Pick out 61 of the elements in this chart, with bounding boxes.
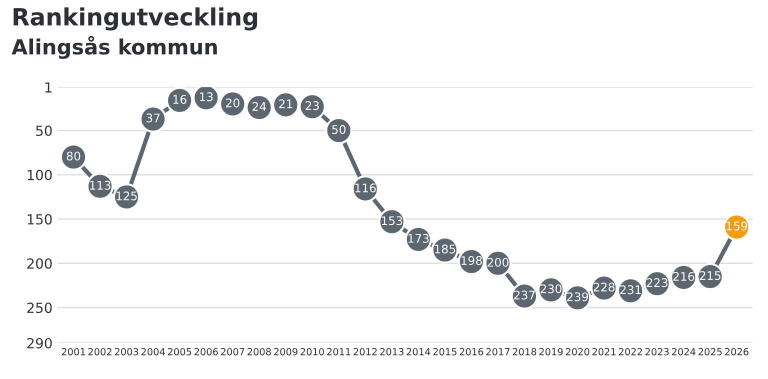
data-label: 215 <box>700 271 720 280</box>
data-label: 198 <box>461 256 482 265</box>
data-label: 116 <box>355 183 376 192</box>
data-label: 23 <box>306 101 319 110</box>
data-label: 239 <box>567 292 588 302</box>
x-tick-label: 2005 <box>168 348 192 356</box>
data-label: 185 <box>434 244 456 254</box>
y-tick-label: 250 <box>27 302 52 314</box>
x-tick-label: 2020 <box>566 348 590 356</box>
x-tick-label: 2009 <box>274 348 298 356</box>
data-label: 230 <box>540 284 562 294</box>
data-label: 153 <box>382 216 402 226</box>
y-tick-label: 200 <box>27 258 52 269</box>
data-label: 20 <box>226 98 240 108</box>
y-tick-label: 50 <box>36 126 52 136</box>
data-label: 16 <box>173 94 186 104</box>
data-label: 24 <box>252 102 266 111</box>
data-label: 125 <box>116 191 137 200</box>
x-tick-label: 2012 <box>354 348 377 356</box>
x-tick-label: 2014 <box>406 348 430 356</box>
y-tick-label: 1 <box>45 82 52 92</box>
x-tick-label: 2018 <box>512 348 536 356</box>
x-tick-label: 2007 <box>221 348 244 356</box>
x-tick-label: 2002 <box>88 348 112 356</box>
x-tick-label: 2025 <box>698 348 722 356</box>
x-tick-label: 2023 <box>645 348 669 356</box>
x-tick-label: 2011 <box>327 348 350 356</box>
x-tick-label: 2003 <box>114 348 138 356</box>
y-tick-label: 290 <box>27 338 52 348</box>
x-tick-label: 2016 <box>460 348 484 356</box>
x-tick-label: 2024 <box>672 348 696 356</box>
data-label: 173 <box>408 234 429 243</box>
x-tick-label: 2004 <box>141 348 165 356</box>
y-tick-label: 150 <box>28 214 52 225</box>
chart-title: Rankingutveckling <box>14 7 258 30</box>
data-label: 231 <box>620 285 641 294</box>
x-tick-label: 2026 <box>725 348 748 356</box>
data-label: 50 <box>332 125 346 134</box>
data-label: 159 <box>726 222 748 230</box>
chart-subtitle: Alingsås kommun <box>12 36 217 59</box>
data-label: 237 <box>514 290 535 300</box>
data-label: 37 <box>146 114 160 122</box>
x-tick-label: 2010 <box>300 348 324 356</box>
x-tick-label: 2013 <box>380 348 404 356</box>
x-tick-label: 2006 <box>194 348 218 356</box>
x-tick-label: 2017 <box>486 348 510 356</box>
data-label: 200 <box>488 258 508 267</box>
x-tick-label: 2019 <box>539 348 563 356</box>
data-label: 21 <box>279 99 292 108</box>
x-tick-label: 2008 <box>248 348 271 356</box>
y-tick-label: 100 <box>28 170 52 180</box>
x-tick-label: 2015 <box>433 348 456 356</box>
data-label: 216 <box>673 272 694 281</box>
x-tick-label: 2001 <box>62 348 85 356</box>
data-label: 113 <box>90 180 110 190</box>
data-label: 228 <box>594 282 615 292</box>
data-label: 80 <box>66 152 80 161</box>
x-tick-label: 2021 <box>592 348 616 356</box>
data-label: 223 <box>646 278 668 288</box>
data-label: 13 <box>200 92 213 102</box>
x-tick-label: 2022 <box>618 348 642 356</box>
